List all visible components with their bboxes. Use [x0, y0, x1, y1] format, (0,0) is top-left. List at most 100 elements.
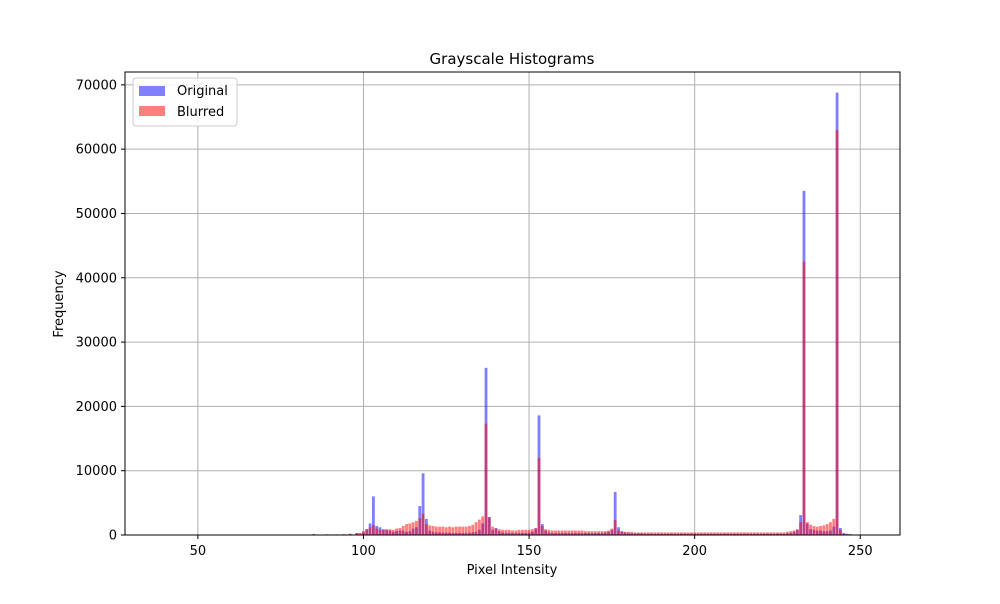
bar-blurred	[511, 530, 514, 535]
bar-blurred	[802, 261, 806, 535]
x-tick-label: 200	[682, 544, 707, 559]
bar-blurred	[673, 532, 677, 535]
legend-label-blurred: Blurred	[177, 105, 224, 120]
bar-blurred	[822, 525, 826, 535]
x-tick-label: 100	[351, 544, 376, 559]
bar-blurred	[799, 522, 803, 535]
bar-blurred	[815, 526, 819, 535]
bar-blurred	[398, 527, 402, 535]
grid-lines	[125, 72, 900, 536]
bar-blurred	[560, 530, 564, 535]
legend: Original Blurred	[132, 77, 238, 127]
bar-blurred	[772, 532, 776, 535]
bar-blurred	[358, 533, 362, 535]
bar-blurred	[756, 532, 759, 535]
bar-blurred	[385, 529, 389, 535]
y-axis-label: Frequency	[52, 270, 67, 337]
bar-blurred	[477, 519, 481, 535]
bar-blurred	[375, 528, 379, 535]
bar-blurred	[580, 530, 584, 535]
bar-blurred	[832, 518, 836, 535]
bar-blurred	[524, 529, 528, 535]
bar-blurred	[726, 532, 730, 535]
bar-blurred	[699, 532, 703, 535]
bar-blurred	[812, 526, 816, 535]
bar-blurred	[732, 532, 736, 535]
bar-blurred	[468, 526, 471, 535]
bar-blurred	[458, 526, 461, 535]
bar-blurred	[607, 530, 610, 535]
bar-blurred	[464, 526, 468, 535]
bar-blurred	[640, 532, 644, 535]
bar-blurred	[736, 532, 740, 535]
y-tick-label: 60000	[76, 143, 117, 158]
axes-frame	[124, 71, 901, 536]
bar-blurred	[577, 530, 581, 535]
bar-blurred	[759, 532, 763, 535]
bar-blurred	[583, 531, 587, 535]
y-tick-label: 10000	[76, 464, 117, 479]
bar-blurred	[540, 526, 544, 535]
bar-blurred	[719, 532, 723, 535]
bar-blurred	[441, 526, 445, 535]
bar-blurred	[395, 528, 398, 535]
bar-blurred	[603, 531, 607, 535]
bar-blurred	[643, 532, 647, 535]
bar-blurred	[574, 530, 577, 535]
bar-blurred	[521, 529, 524, 535]
bar-blurred	[709, 532, 713, 535]
bar-blurred	[451, 527, 455, 535]
y-tick-label: 0	[109, 529, 117, 544]
bar-blurred	[656, 532, 660, 535]
bar-blurred	[527, 529, 531, 535]
bar-blurred	[487, 517, 491, 535]
bar-blurred	[623, 531, 627, 535]
histogram-bars	[312, 92, 852, 536]
bar-blurred	[703, 532, 707, 535]
bar-blurred	[829, 522, 832, 535]
bar-blurred	[448, 526, 451, 535]
bar-blurred	[365, 529, 369, 535]
bar-blurred	[530, 529, 534, 535]
bar-blurred	[411, 522, 415, 535]
bar-blurred	[474, 522, 478, 535]
bar-blurred	[633, 532, 637, 535]
bar-blurred	[544, 529, 548, 535]
bar-blurred	[444, 527, 448, 535]
bar-blurred	[613, 520, 617, 535]
legend-label-original: Original	[177, 84, 228, 99]
bar-blurred	[587, 531, 591, 535]
bar-blurred	[670, 532, 673, 535]
bar-blurred	[471, 524, 475, 535]
bar-blurred	[676, 532, 680, 535]
chart-title: Grayscale Histograms	[430, 50, 595, 68]
bar-blurred	[620, 531, 624, 535]
bar-blurred	[769, 532, 773, 535]
bar-blurred	[686, 532, 690, 535]
bar-blurred	[610, 528, 614, 535]
bar-blurred	[434, 526, 438, 535]
bar-blurred	[362, 531, 365, 535]
bar-blurred	[650, 532, 654, 535]
bar-blurred	[716, 532, 720, 535]
bar-blurred	[597, 531, 601, 535]
bar-original	[421, 473, 425, 535]
bar-blurred	[752, 532, 756, 535]
bar-blurred	[660, 532, 663, 535]
bar-blurred	[689, 532, 693, 535]
bar-blurred	[504, 529, 508, 535]
bar-blurred	[590, 531, 594, 535]
bar-blurred	[550, 530, 554, 535]
bar-blurred	[428, 525, 432, 535]
bar-blurred	[785, 531, 789, 535]
bar-blurred	[683, 532, 687, 535]
bar-blurred	[627, 531, 630, 535]
bar-blurred	[729, 532, 733, 535]
bar-blurred	[570, 530, 574, 535]
bar-blurred	[368, 527, 372, 535]
bar-blurred	[564, 530, 567, 535]
bar-blurred	[534, 527, 538, 535]
legend-swatch-blurred	[139, 106, 165, 116]
x-tick-label: 50	[190, 544, 207, 559]
